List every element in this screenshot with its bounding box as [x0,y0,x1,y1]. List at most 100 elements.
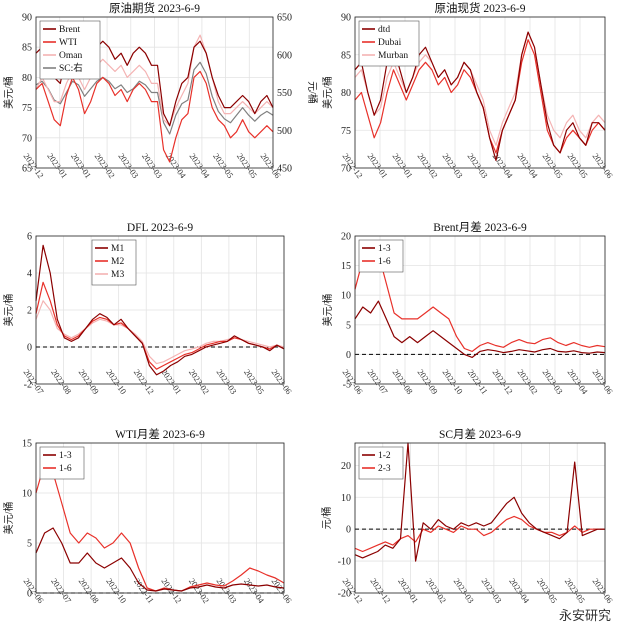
x-tick-label: 2023-03 [452,576,476,605]
x-tick-label: 2023-03 [116,151,140,180]
x-tick-label: 2023-03 [214,576,238,605]
y2-tick-label: 600 [277,50,292,61]
x-tick-label: 2022-10 [441,367,465,396]
x-tick-label: 2023-03 [441,151,465,180]
plot-frame [35,235,285,385]
chart-title: DFL 2023-6-9 [127,222,194,234]
series-line-16 [354,253,606,352]
x-tick-label: 2023-01 [366,151,390,180]
legend: 1-31-6 [358,239,404,273]
legend-label: 1-3 [378,244,391,254]
x-tick-label: 2022-10 [104,367,128,396]
series-line-23 [354,515,605,553]
legend-box [358,239,404,273]
chart-title: WTI月差 2023-6-9 [115,427,205,441]
y-tick-label: 15 [22,439,32,450]
legend-label: Brent [59,25,80,35]
y-tick-label: -10 [338,557,351,568]
x-tick-label: 2023-02 [516,367,540,396]
y-tick-label: 5 [27,539,32,550]
y2-tick-label: 450 [277,164,292,175]
x-tick-label: 2023-03 [466,151,490,180]
x-tick-label: 2023-04 [164,151,189,181]
legend-box [39,20,101,80]
x-tick-label: 2023-03 [214,367,238,396]
y-tick-label: 70 [22,133,32,144]
x-tick-label: 2023-06 [591,576,615,605]
x-tick-label: 2022-06 [22,576,46,605]
legend-box [358,446,404,480]
legend-label: M2 [111,257,124,267]
y-tick-label: 0 [346,350,351,361]
watermark: 永安研究 [558,609,611,624]
series-line-wti [35,70,274,163]
y-tick-label: 75 [341,126,351,137]
chart-title: 原油现货 2023-6-9 [434,1,525,15]
x-tick-label: 2023-05 [541,151,565,180]
legend-label: dtd [378,25,390,35]
x-tick-label: 2023-01 [396,576,420,605]
y-axis-label: 美元/桶 [321,294,334,327]
y-tick-label: 0 [27,343,32,354]
legend-label: SC:右 [59,62,83,74]
x-tick-label: 2022-08 [49,367,73,396]
x-tick-label: 2022-08 [391,367,415,396]
legend-label: 2-3 [378,464,391,474]
x-tick-label: 2023-03 [479,576,503,605]
x-tick-label: 2023-06 [591,151,615,180]
x-tick-label: 2023-06 [270,576,294,605]
y-tick-label: 65 [22,164,32,175]
legend-label: 1-2 [378,451,391,461]
y-axis-label: 美元/桶 [2,76,15,109]
series-line-m1 [35,244,285,376]
x-tick-label: 2022-08 [77,576,101,605]
y-tick-label: 70 [341,164,351,175]
x-tick-label: 2023-02 [424,576,448,605]
x-tick-label: 2023-04 [507,576,532,606]
x-tick-label: 2023-05 [563,576,587,605]
x-tick-label: 2023-04 [187,151,212,181]
x-tick-label: 2022-11 [466,367,490,396]
x-tick-label: 2023-01 [391,151,415,180]
plot-frame [354,442,606,594]
chart-title: 原油期货 2023-6-9 [109,1,200,15]
x-tick-label: 2023-02 [93,151,117,180]
plot-frame [354,16,606,169]
y-tick-label: -20 [338,589,351,600]
x-tick-label: 2023-05 [235,151,259,180]
y-tick-label: 90 [22,13,32,24]
legend: 1-31-6 [39,446,85,480]
y2-tick-label: 550 [277,88,292,99]
legend-label: WTI [59,38,77,48]
y-tick-label: 10 [341,291,351,302]
y-tick-label: 2 [27,306,32,317]
x-tick-label: 2023-05 [535,576,559,605]
legend: dtd Dubai Murban [358,20,420,67]
x-tick-label: 2022-07 [49,576,73,605]
x-tick-label: 2023-03 [140,151,164,180]
y-tick-label: 10 [22,489,32,500]
x-tick-label: 2022-09 [416,367,440,396]
x-tick-label: 2022-09 [77,367,101,396]
series-line-16 [35,462,285,592]
y2-tick-label: 500 [277,126,292,137]
legend-box [39,446,85,480]
x-tick-label: 2022-12 [132,367,156,396]
x-tick-label: 2023-01 [69,151,93,180]
x-tick-label: 2022-12 [491,367,515,396]
y-axis-label: 美元/桶 [321,76,334,109]
x-tick-label: 2023-02 [187,576,211,605]
x-tick-label: 2023-04 [516,151,541,181]
y-tick-label: 80 [22,73,32,84]
plot-frame [354,235,606,385]
chart-title: Brent月差 2023-6-9 [433,220,527,234]
series-line-m2 [35,281,285,370]
legend-label: 1-6 [59,464,72,474]
y-tick-label: 20 [341,232,351,243]
x-tick-label: 2023-06 [270,367,294,396]
chart-title: SC月差 2023-6-9 [439,427,521,441]
